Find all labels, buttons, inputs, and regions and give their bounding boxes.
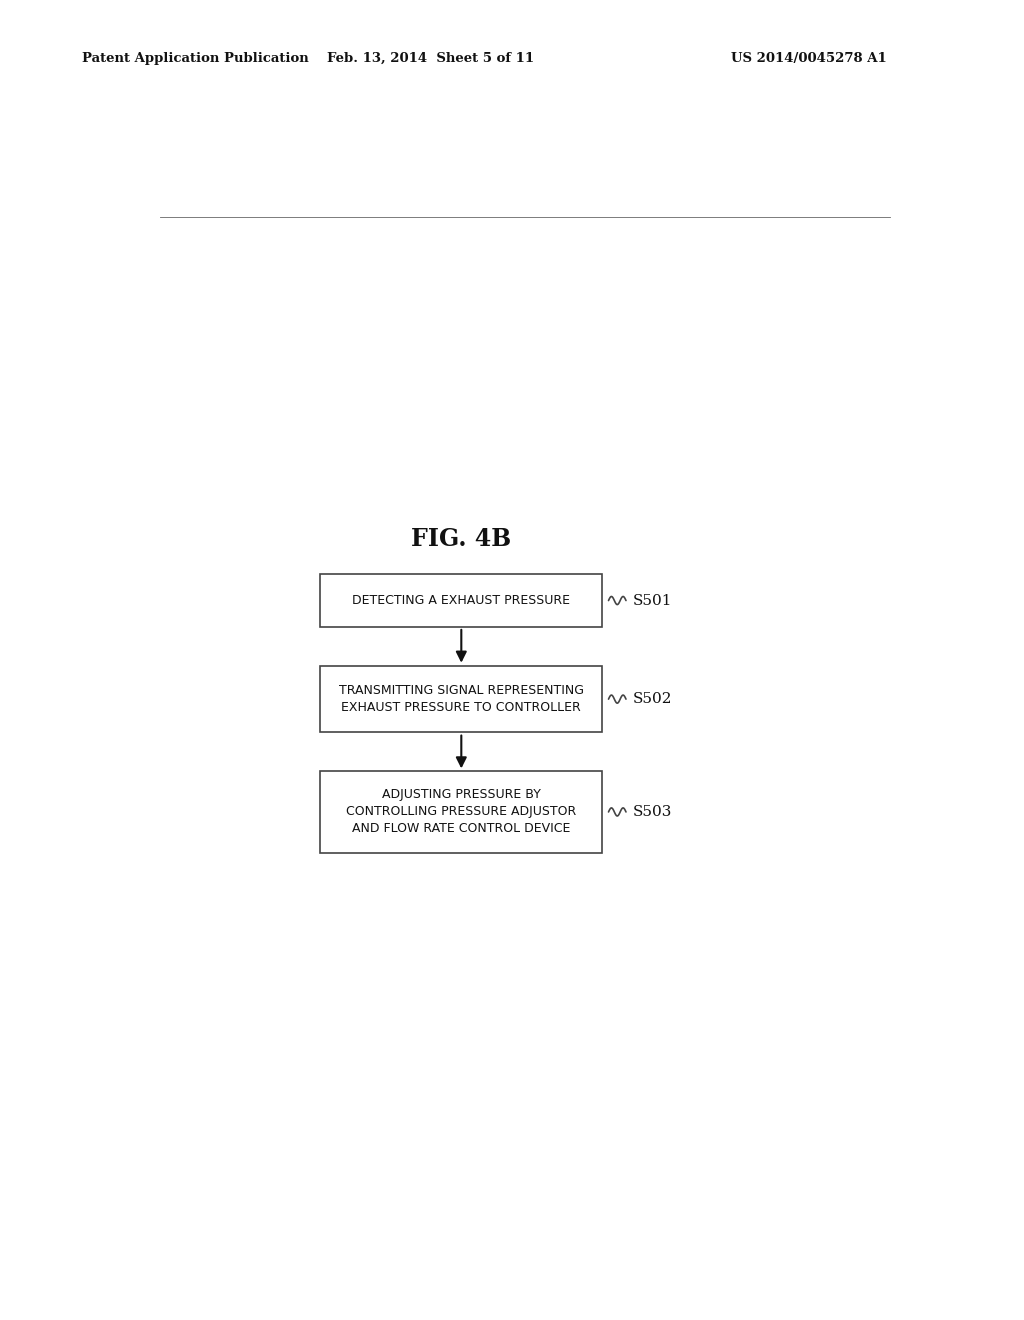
Text: FIG. 4B: FIG. 4B <box>412 527 511 550</box>
Bar <box>321 667 602 733</box>
Text: S503: S503 <box>633 805 672 818</box>
Text: US 2014/0045278 A1: US 2014/0045278 A1 <box>731 51 887 65</box>
Text: ADJUSTING PRESSURE BY
CONTROLLING PRESSURE ADJUSTOR
AND FLOW RATE CONTROL DEVICE: ADJUSTING PRESSURE BY CONTROLLING PRESSU… <box>346 788 577 836</box>
Text: S502: S502 <box>633 692 672 706</box>
Text: S501: S501 <box>633 594 672 607</box>
Text: Patent Application Publication: Patent Application Publication <box>82 51 308 65</box>
Bar <box>321 574 602 627</box>
Text: DETECTING A EXHAUST PRESSURE: DETECTING A EXHAUST PRESSURE <box>352 594 570 607</box>
Text: Feb. 13, 2014  Sheet 5 of 11: Feb. 13, 2014 Sheet 5 of 11 <box>327 51 534 65</box>
Text: TRANSMITTING SIGNAL REPRESENTING
EXHAUST PRESSURE TO CONTROLLER: TRANSMITTING SIGNAL REPRESENTING EXHAUST… <box>339 684 584 714</box>
Bar <box>321 771 602 853</box>
